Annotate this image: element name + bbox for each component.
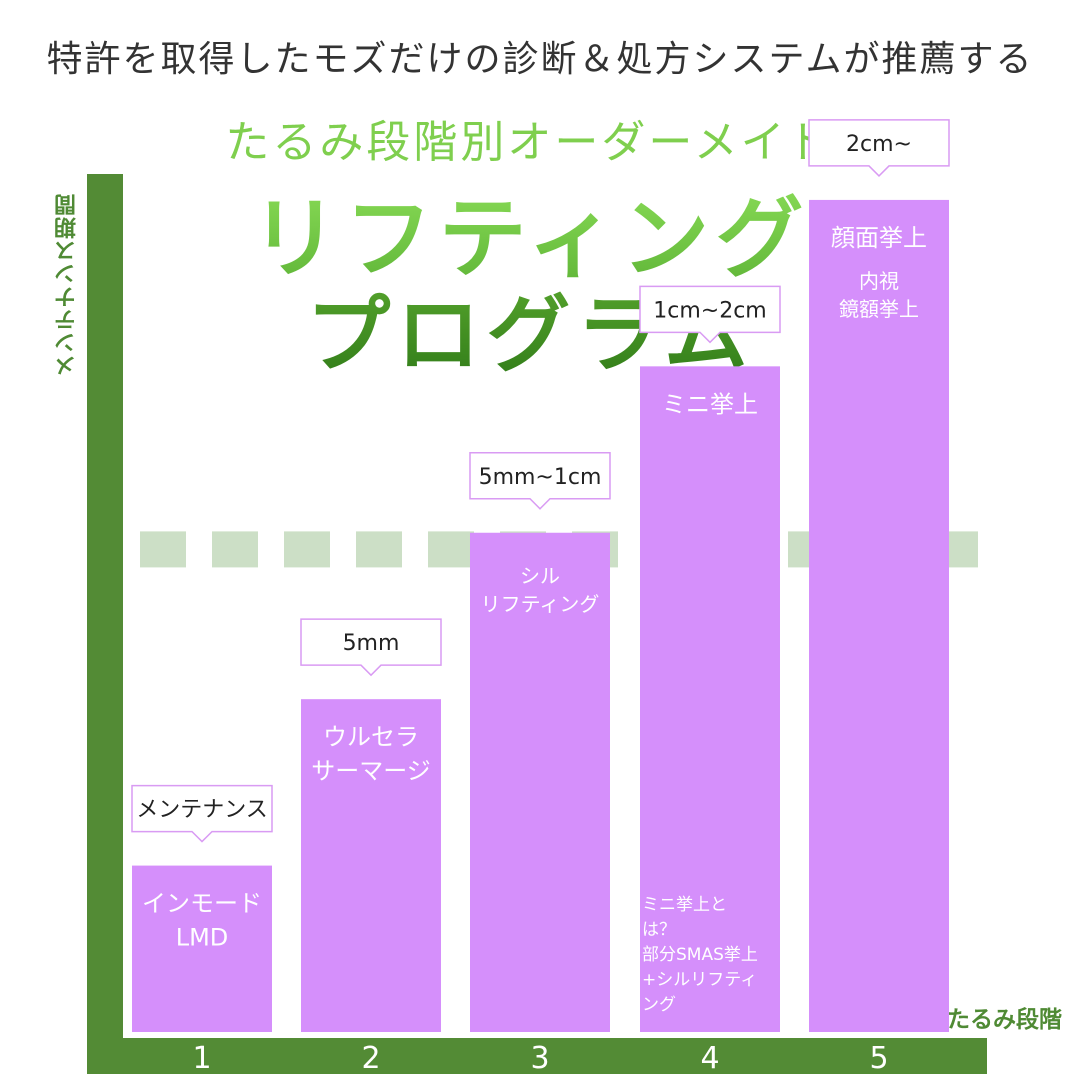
headline: 特許を取得したモズだけの診断＆処方システムが推薦する [46, 39, 1034, 80]
bar-stage-1 [132, 865, 272, 1032]
bar-treatment-sublabel: 鏡額挙上 [839, 297, 919, 321]
callout-box [469, 452, 611, 510]
bar-treatment-sublabel: 内視 [859, 269, 899, 293]
x-tick-label: 2 [361, 1041, 380, 1076]
bar-treatment-label: ウルセラ [323, 723, 419, 751]
bar-stage-3 [470, 532, 610, 1032]
dashed-threshold-segment [212, 531, 258, 568]
dashed-threshold-segment [428, 531, 474, 568]
bar-treatment-sublabel: シル [520, 564, 560, 588]
x-tick-label: 3 [530, 1041, 549, 1076]
callout-label: 5mm~1cm [479, 465, 602, 490]
bar-note-text: 部分SMAS挙上 [642, 945, 758, 965]
bar-note-text: は？ [642, 920, 676, 940]
y-axis-line [87, 174, 123, 1074]
callout-label: 2cm~ [846, 132, 912, 157]
bar-treatment-label: ミニ挙上 [662, 390, 758, 418]
dashed-threshold-segment [284, 531, 330, 568]
callout-box [131, 784, 273, 843]
bar-treatment-label: インモード [142, 890, 262, 918]
callout-label: 5mm [343, 631, 400, 656]
bar-treatment-label: LMD [176, 924, 229, 952]
dashed-threshold-segment [356, 531, 402, 568]
bar-treatment-sublabel: リフティング [481, 592, 600, 616]
callout-box [639, 285, 781, 344]
bar-note-text: +シルリフティ [642, 970, 757, 990]
callout-label: 1cm~2cm [653, 298, 766, 323]
dashed-threshold-segment [140, 531, 186, 568]
bar-treatment-label: サーマージ [311, 757, 431, 785]
callout-label: メンテナンス [136, 798, 268, 823]
callout-box [300, 618, 442, 677]
x-tick-label: 1 [192, 1041, 211, 1076]
x-tick-label: 5 [869, 1041, 888, 1076]
subtitle: たるみ段階別オーダーメイド [225, 117, 835, 168]
bar-note-text: ング [642, 995, 676, 1015]
bar-stage-2 [301, 699, 441, 1032]
callout-box [808, 119, 950, 177]
x-axis-band [87, 1038, 987, 1074]
bar-stage-5 [809, 199, 949, 1032]
bar-treatment-label: 顔面挙上 [831, 224, 927, 252]
bar-note-text: ミニ挙上と [642, 895, 727, 915]
bar-stage-4 [640, 366, 780, 1033]
title-line-1: リフティング [0, 168, 1060, 295]
x-tick-label: 4 [700, 1041, 719, 1076]
